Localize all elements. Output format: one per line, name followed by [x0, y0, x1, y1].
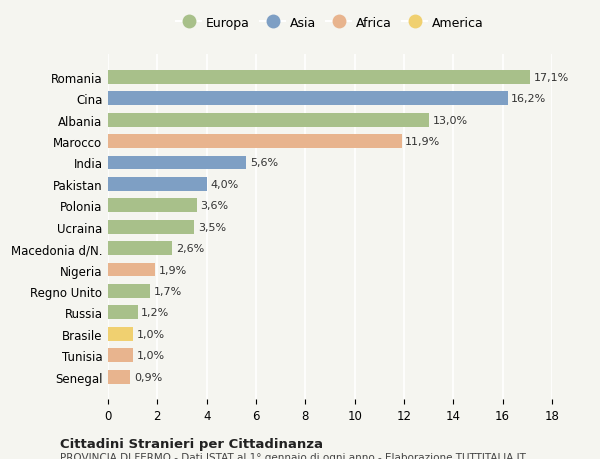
Bar: [108, 199, 197, 213]
Text: 1,0%: 1,0%: [136, 350, 164, 360]
Bar: [108, 220, 194, 234]
Text: 16,2%: 16,2%: [511, 94, 547, 104]
Bar: [108, 156, 246, 170]
Bar: [108, 284, 150, 298]
Legend: Europa, Asia, Africa, America: Europa, Asia, Africa, America: [176, 17, 484, 29]
Text: Cittadini Stranieri per Cittadinanza: Cittadini Stranieri per Cittadinanza: [60, 437, 323, 450]
Bar: [108, 241, 172, 256]
Text: 2,6%: 2,6%: [176, 244, 204, 253]
Bar: [108, 348, 133, 362]
Bar: [108, 306, 137, 319]
Text: 13,0%: 13,0%: [433, 115, 467, 125]
Bar: [108, 113, 428, 127]
Bar: [108, 92, 508, 106]
Bar: [108, 263, 155, 277]
Text: 1,7%: 1,7%: [154, 286, 182, 296]
Text: 5,6%: 5,6%: [250, 158, 278, 168]
Bar: [108, 178, 206, 191]
Text: 1,9%: 1,9%: [158, 265, 187, 275]
Bar: [108, 71, 530, 84]
Text: 4,0%: 4,0%: [211, 179, 239, 190]
Bar: [108, 135, 401, 149]
Bar: [108, 327, 133, 341]
Text: 0,9%: 0,9%: [134, 372, 162, 382]
Text: 1,2%: 1,2%: [142, 308, 170, 318]
Text: 1,0%: 1,0%: [136, 329, 164, 339]
Bar: [108, 370, 130, 384]
Text: 17,1%: 17,1%: [533, 73, 569, 83]
Text: 3,6%: 3,6%: [200, 201, 229, 211]
Text: PROVINCIA DI FERMO - Dati ISTAT al 1° gennaio di ogni anno - Elaborazione TUTTIT: PROVINCIA DI FERMO - Dati ISTAT al 1° ge…: [60, 452, 526, 459]
Text: 11,9%: 11,9%: [405, 137, 440, 147]
Text: 3,5%: 3,5%: [198, 222, 226, 232]
